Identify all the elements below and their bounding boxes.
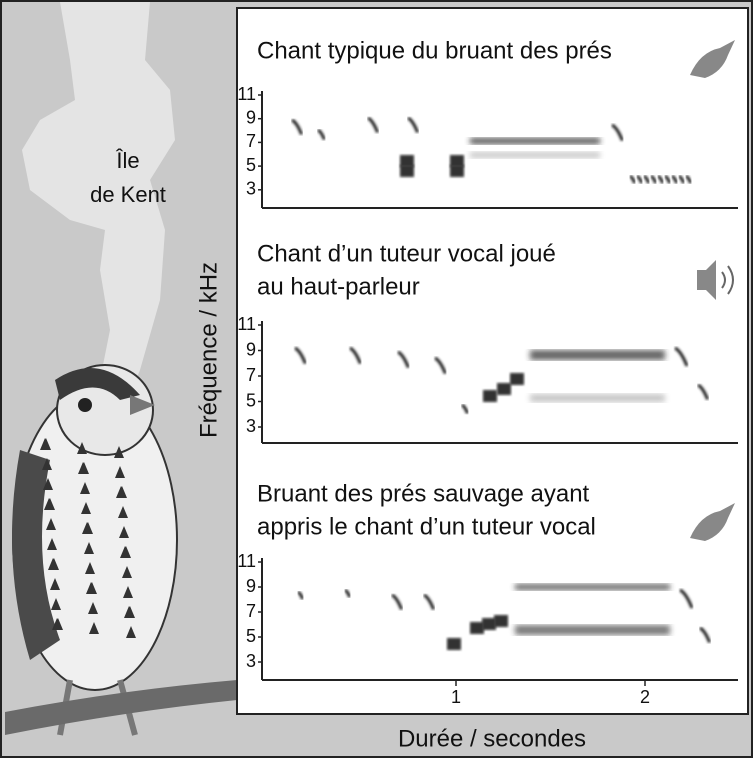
y-tick-label: 3 xyxy=(246,416,256,436)
x-tick-label: 2 xyxy=(640,687,650,707)
syllable-band xyxy=(530,350,665,360)
y-tick-label: 11 xyxy=(237,551,256,571)
spectrogram-panel xyxy=(237,8,748,714)
syllable-block xyxy=(470,622,484,634)
y-tick-label: 9 xyxy=(246,107,256,127)
y-axis-label: Fréquence / kHz xyxy=(195,262,222,438)
y-tick-label: 7 xyxy=(246,131,256,151)
syllable-block xyxy=(483,390,497,402)
syllable-band xyxy=(515,625,670,635)
syllable-band xyxy=(515,584,670,590)
y-tick-label: 5 xyxy=(246,626,256,646)
panel-title: au haut-parleur xyxy=(257,273,420,300)
syllable-band xyxy=(530,394,665,402)
syllable-block xyxy=(510,373,524,385)
y-tick-label: 11 xyxy=(237,314,256,334)
syllable-block xyxy=(482,618,496,630)
syllable-block xyxy=(447,638,461,650)
syllable-block xyxy=(400,165,414,177)
island-label: Île xyxy=(115,148,139,173)
panel-title: appris le chant d’un tuteur vocal xyxy=(257,513,596,540)
panel-title: Chant typique du bruant des prés xyxy=(257,37,612,64)
y-tick-label: 5 xyxy=(246,390,256,410)
y-tick-label: 3 xyxy=(246,651,256,671)
syllable-block xyxy=(497,383,511,395)
x-tick-label: 1 xyxy=(451,687,461,707)
y-tick-label: 9 xyxy=(246,339,256,359)
panel-title: Chant d’un tuteur vocal joué xyxy=(257,240,556,267)
island-label: de Kent xyxy=(90,182,166,207)
y-tick-label: 11 xyxy=(237,84,256,104)
syllable-band xyxy=(470,138,600,144)
syllable-block xyxy=(494,615,508,627)
x-axis-label: Durée / secondes xyxy=(398,725,586,752)
y-tick-label: 5 xyxy=(246,155,256,175)
panel-title: Bruant des prés sauvage ayant xyxy=(257,480,590,507)
y-tick-label: 3 xyxy=(246,179,256,199)
y-tick-label: 7 xyxy=(246,365,256,385)
y-tick-label: 7 xyxy=(246,601,256,621)
figure: Île de Kent Fréquence / kHz Durée / seco… xyxy=(0,0,753,758)
syllable-block xyxy=(450,165,464,177)
syllable-band xyxy=(470,152,600,158)
y-tick-label: 9 xyxy=(246,576,256,596)
